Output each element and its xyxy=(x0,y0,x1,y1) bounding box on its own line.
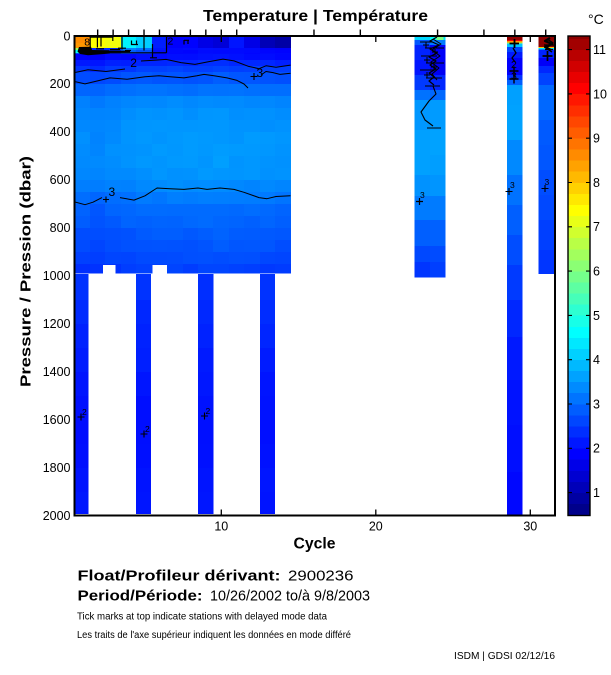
svg-text:6: 6 xyxy=(593,265,600,279)
svg-text:4: 4 xyxy=(593,353,600,367)
svg-text:2: 2 xyxy=(206,406,211,416)
svg-text:Pressure / Pression (dbar): Pressure / Pression (dbar) xyxy=(18,156,35,387)
svg-text:2: 2 xyxy=(168,36,174,48)
svg-text:30: 30 xyxy=(523,520,537,534)
svg-text:600: 600 xyxy=(50,173,71,187)
svg-text:1: 1 xyxy=(593,486,600,500)
svg-text:Les traits de l'axe supérieur: Les traits de l'axe supérieur indiquent … xyxy=(77,630,352,641)
svg-text:Tick marks at top indicate sta: Tick marks at top indicate stations with… xyxy=(77,612,328,623)
svg-text:8: 8 xyxy=(593,176,600,190)
svg-text:ISDM | GDSI 02/12/16: ISDM | GDSI 02/12/16 xyxy=(454,651,555,662)
svg-text:7: 7 xyxy=(593,220,600,234)
svg-text:10: 10 xyxy=(214,520,228,534)
svg-text:10: 10 xyxy=(593,87,607,101)
svg-text:3: 3 xyxy=(109,185,116,199)
svg-text:Float/Profileur dérivant:: Float/Profileur dérivant: xyxy=(78,568,281,584)
svg-text:200: 200 xyxy=(50,77,71,91)
svg-text:1800: 1800 xyxy=(43,461,71,475)
svg-text:3: 3 xyxy=(545,177,550,187)
svg-text:2: 2 xyxy=(145,424,150,434)
svg-text:0: 0 xyxy=(64,29,71,43)
svg-text:2000: 2000 xyxy=(43,509,71,523)
svg-text:3: 3 xyxy=(510,180,515,190)
svg-text:2: 2 xyxy=(511,59,517,71)
svg-text:Period/Période:: Period/Période: xyxy=(78,588,203,604)
svg-text:1000: 1000 xyxy=(43,269,71,283)
svg-text:800: 800 xyxy=(50,221,71,235)
svg-text:2900236: 2900236 xyxy=(288,568,354,584)
svg-text:2: 2 xyxy=(130,56,137,70)
svg-text:3: 3 xyxy=(257,66,264,80)
svg-text:400: 400 xyxy=(50,125,71,139)
svg-text:1200: 1200 xyxy=(43,317,71,331)
svg-text:Cycle: Cycle xyxy=(294,536,336,553)
svg-text:2: 2 xyxy=(82,407,87,417)
svg-text:8: 8 xyxy=(84,36,90,48)
svg-text:10/26/2002 to/à 9/8/2003: 10/26/2002 to/à 9/8/2003 xyxy=(210,588,370,604)
svg-text:1400: 1400 xyxy=(43,365,71,379)
svg-text:11: 11 xyxy=(593,43,606,57)
svg-text:20: 20 xyxy=(369,520,383,534)
svg-text:Temperature | Température: Temperature | Température xyxy=(203,8,428,25)
svg-text:3: 3 xyxy=(593,397,600,411)
svg-text:°C: °C xyxy=(588,11,604,27)
svg-text:1600: 1600 xyxy=(43,413,71,427)
svg-text:9: 9 xyxy=(593,132,600,146)
svg-text:5: 5 xyxy=(593,309,600,323)
svg-text:3: 3 xyxy=(420,190,425,200)
svg-text:2: 2 xyxy=(593,442,600,456)
